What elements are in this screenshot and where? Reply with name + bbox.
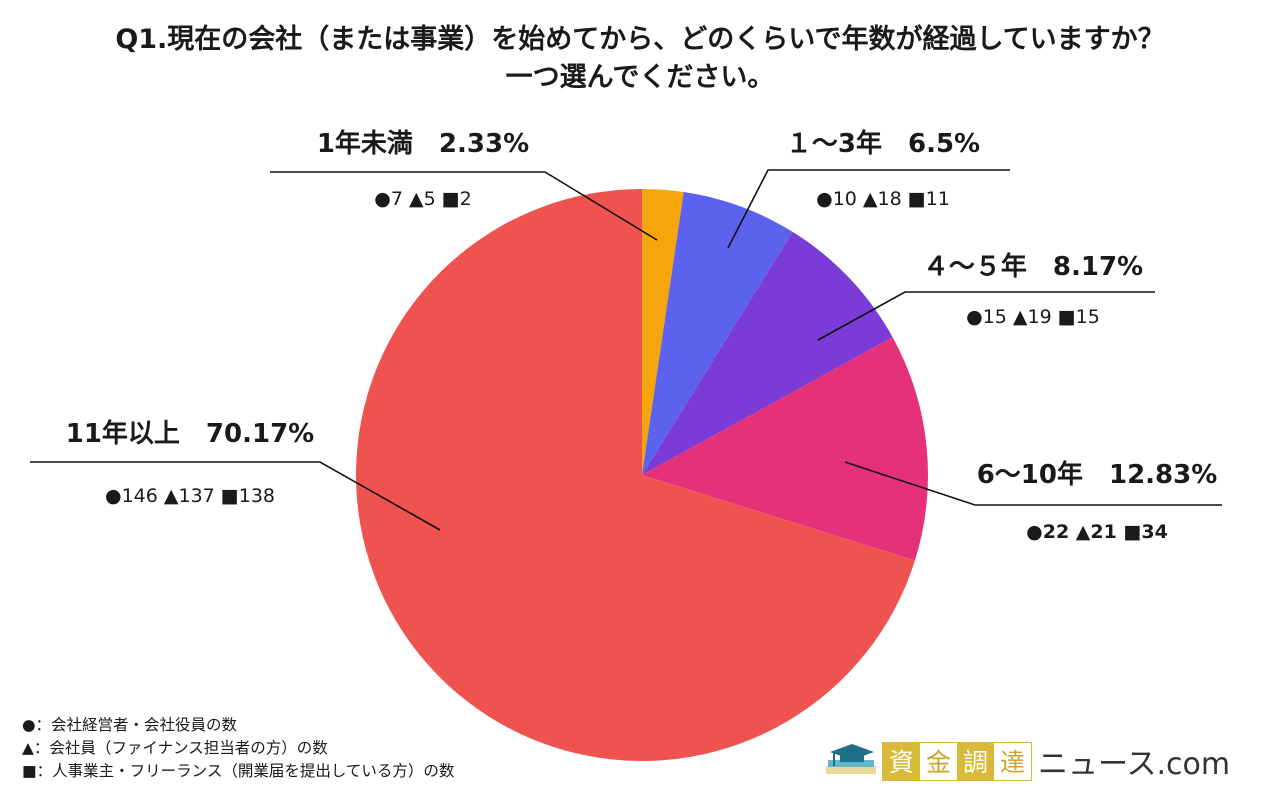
logo-kanji: 資 金 調 達 [882, 741, 1032, 781]
leader-line-2 [817, 291, 1155, 341]
slice-counts-3: ●22 ▲21 ■34 [1026, 521, 1168, 543]
slice-counts-1: ●10 ▲18 ■11 [816, 188, 950, 210]
chart-title-line1: Q1.現在の会社（または事業）を始めてから、どのくらいで年数が経過していますか？ [115, 24, 1165, 55]
slice-label-1: １～3年 6.5% [786, 128, 980, 159]
legend-item-circle: ●：会社経営者・会社役員の数 [22, 716, 238, 734]
slice-label-3: 6～10年 12.83% [977, 459, 1218, 490]
legend-item-square: ■：人事業主・フリーランス（開業届を提出している方）の数 [22, 762, 455, 780]
legend: ●：会社経営者・会社役員の数 ▲：会社員（ファイナンス担当者の方）の数 ■：人事… [22, 714, 454, 783]
leader-line-0 [270, 171, 658, 241]
slice-counts-2: ●15 ▲19 ■15 [966, 306, 1100, 328]
chart-title-line2: 一つ選んでください。 [505, 62, 775, 93]
slice-counts-0: ●7 ▲5 ■2 [374, 188, 472, 210]
leader-line-3 [844, 461, 1222, 506]
slice-counts-4: ●146 ▲137 ■138 [105, 485, 275, 507]
pie-slice-1 [642, 192, 793, 475]
pie-slice-0 [642, 189, 684, 475]
logo-text: ニュース.com [1038, 747, 1231, 782]
logo-char: 資 [883, 742, 920, 780]
pie-slice-4 [356, 188, 915, 761]
logo-char: 達 [994, 742, 1031, 780]
leader-line-1 [727, 169, 1010, 249]
logo-char: 調 [957, 742, 994, 780]
graduation-cap-books-icon [826, 744, 876, 774]
logo-char: 金 [920, 742, 957, 780]
pie-slice-3 [642, 337, 928, 561]
pie-slice-2 [642, 231, 893, 475]
logo: 資 金 調 達 ニュース.com [822, 740, 1230, 782]
slice-label-2: ４～５年 8.17% [923, 251, 1143, 282]
slice-label-0: 1年未満 2.33% [317, 128, 529, 159]
leader-line-4 [30, 461, 441, 531]
slice-label-4: 11年以上 70.17% [66, 418, 314, 449]
legend-item-triangle: ▲：会社員（ファイナンス担当者の方）の数 [22, 739, 328, 757]
